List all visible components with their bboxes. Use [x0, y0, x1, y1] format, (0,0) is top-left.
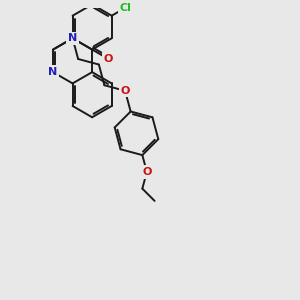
Text: N: N — [68, 33, 77, 43]
Text: N: N — [48, 67, 58, 77]
Text: O: O — [104, 54, 113, 64]
Text: O: O — [120, 86, 130, 96]
Text: O: O — [142, 167, 152, 177]
Text: Cl: Cl — [119, 3, 131, 13]
